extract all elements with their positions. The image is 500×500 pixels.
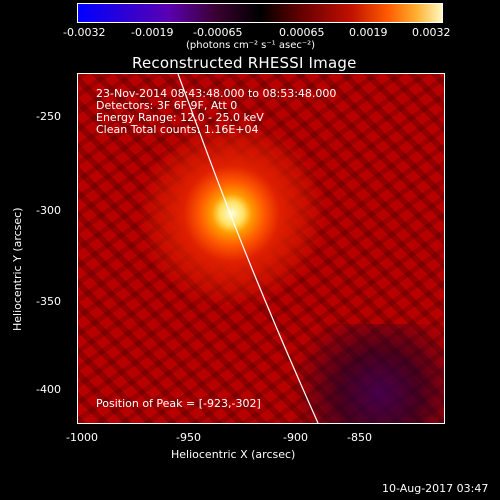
colorbar-tick-6: 0.0032 — [412, 26, 451, 39]
annotation-detectors: Detectors: 3F 6F 9F, Att 0 — [96, 99, 238, 112]
colorbar-tick-4: 0.00065 — [279, 26, 325, 39]
x-axis-label: Heliocentric X (arcsec) — [171, 448, 296, 461]
annotation-time-range: 23-Nov-2014 08:43:48.000 to 08:53:48.000 — [96, 87, 337, 100]
x-tick-2: -950 — [176, 431, 201, 444]
annotation-total-counts: Clean Total counts: 1.16E+04 — [96, 123, 259, 136]
y-tick-3: -350 — [36, 295, 61, 308]
colorbar-tick-5: 0.0019 — [349, 26, 388, 39]
x-tick-4: -850 — [347, 431, 372, 444]
y-tick-4: -400 — [36, 383, 61, 396]
image-title: Reconstructed RHESSI Image — [132, 54, 357, 72]
colorbar-units: (photons cm⁻² s⁻¹ asec⁻²) — [186, 40, 316, 51]
low-intensity-region — [283, 324, 444, 423]
solar-limb-line — [177, 74, 319, 423]
colorbar-tick-1: -0.0032 — [63, 26, 106, 39]
colorbar-tick-3: -0.00065 — [193, 26, 243, 39]
y-tick-2: -300 — [36, 204, 61, 217]
y-tick-1: -250 — [36, 110, 61, 123]
x-tick-3: -900 — [283, 431, 308, 444]
colorbar-tick-2: -0.0019 — [131, 26, 174, 39]
footer-timestamp: 10-Aug-2017 03:47 — [382, 482, 489, 495]
annotation-energy-range: Energy Range: 12.0 - 25.0 keV — [96, 111, 264, 124]
y-axis-label: Heliocentric Y (arcsec) — [11, 207, 24, 331]
x-tick-1: -1000 — [66, 431, 98, 444]
colorbar — [77, 3, 443, 23]
rhessi-image-panel: 23-Nov-2014 08:43:48.000 to 08:53:48.000… — [77, 73, 445, 424]
annotation-peak-position: Position of Peak = [-923,-302] — [96, 397, 261, 410]
